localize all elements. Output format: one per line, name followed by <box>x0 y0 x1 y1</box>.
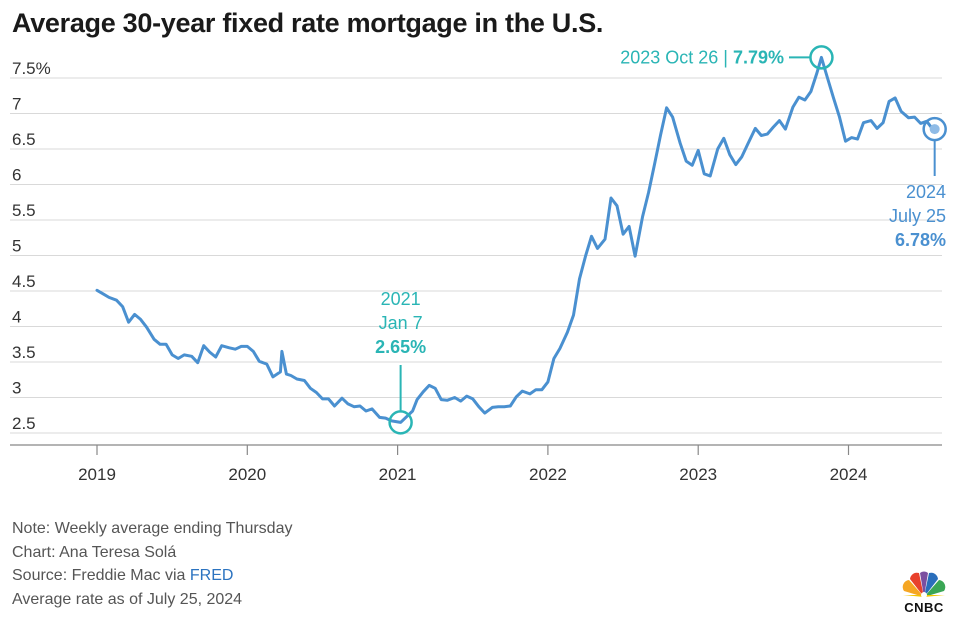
y-tick-label: 3.5 <box>12 343 36 362</box>
y-tick-label: 4.5 <box>12 272 36 291</box>
y-tick-label: 5 <box>12 237 21 256</box>
chart-credit: Chart: Ana Teresa Solá <box>12 543 177 561</box>
y-tick-label: 6.5 <box>12 130 36 149</box>
x-axis: 2019 2020 2021 2022 2023 2024 <box>10 444 942 484</box>
source-text: Source: Freddie Mac via FRED <box>12 564 292 588</box>
latest-value-label: 6.78% <box>895 230 946 250</box>
y-tick-label: 7.5% <box>12 59 51 78</box>
y-tick-label: 7 <box>12 95 21 114</box>
latest-marker-dot <box>929 124 940 135</box>
y-tick-label: 4 <box>12 308 21 327</box>
note-text: Note: Weekly average ending Thursday <box>12 520 293 537</box>
y-tick-label: 5.5 <box>12 201 36 220</box>
as-of-text: Average rate as of July 25, 2024 <box>12 590 243 608</box>
cnbc-logo: CNBC <box>896 570 952 616</box>
y-tick-label: 3 <box>12 379 21 398</box>
chart-notes: Note: Weekly average ending Thursday Cha… <box>12 517 292 611</box>
y-tick-label: 6 <box>12 166 21 185</box>
latest-year-label: 2024 <box>906 182 946 202</box>
peak-value-label: 7.79% <box>733 47 784 67</box>
cnbc-wordmark: CNBC <box>904 600 944 615</box>
low-year-label: 2021 <box>381 289 421 309</box>
peak-date-label: 2023 Oct 26 | <box>620 47 733 67</box>
x-tick-label: 2019 <box>78 465 116 484</box>
x-tick-label: 2024 <box>830 465 868 484</box>
fred-link[interactable]: FRED <box>189 567 234 584</box>
grid-lines <box>10 77 942 434</box>
source-prefix: Source: Freddie Mac via <box>12 567 190 584</box>
latest-date-label: July 25 <box>889 206 946 226</box>
x-tick-label: 2020 <box>228 465 266 484</box>
rate-series-line <box>95 55 935 424</box>
x-tick-label: 2022 <box>529 465 567 484</box>
low-value-label: 2.65% <box>375 337 426 357</box>
x-tick-label: 2021 <box>379 465 417 484</box>
line-chart: 2.533.544.555.566.577.5% 2019 2020 2021 202… <box>10 45 947 484</box>
low-date-label: Jan 7 <box>379 313 423 333</box>
y-axis-ticks: 2.5 3 3.5 4 4.5 5 5.5 6 6.5 7 7.5% <box>12 59 51 433</box>
y-tick-label: 2.5 <box>12 414 36 433</box>
peacock-icon <box>902 571 946 598</box>
x-tick-label: 2023 <box>679 465 717 484</box>
chart-title: Average 30-year fixed rate mortgage in t… <box>12 8 604 38</box>
annotations: 2021 Jan 7 2.65% 2023 Oct 26 | 7.79% 2024 Jul… <box>375 45 947 435</box>
peak-label: 2023 Oct 26 | 7.79% <box>620 47 784 67</box>
